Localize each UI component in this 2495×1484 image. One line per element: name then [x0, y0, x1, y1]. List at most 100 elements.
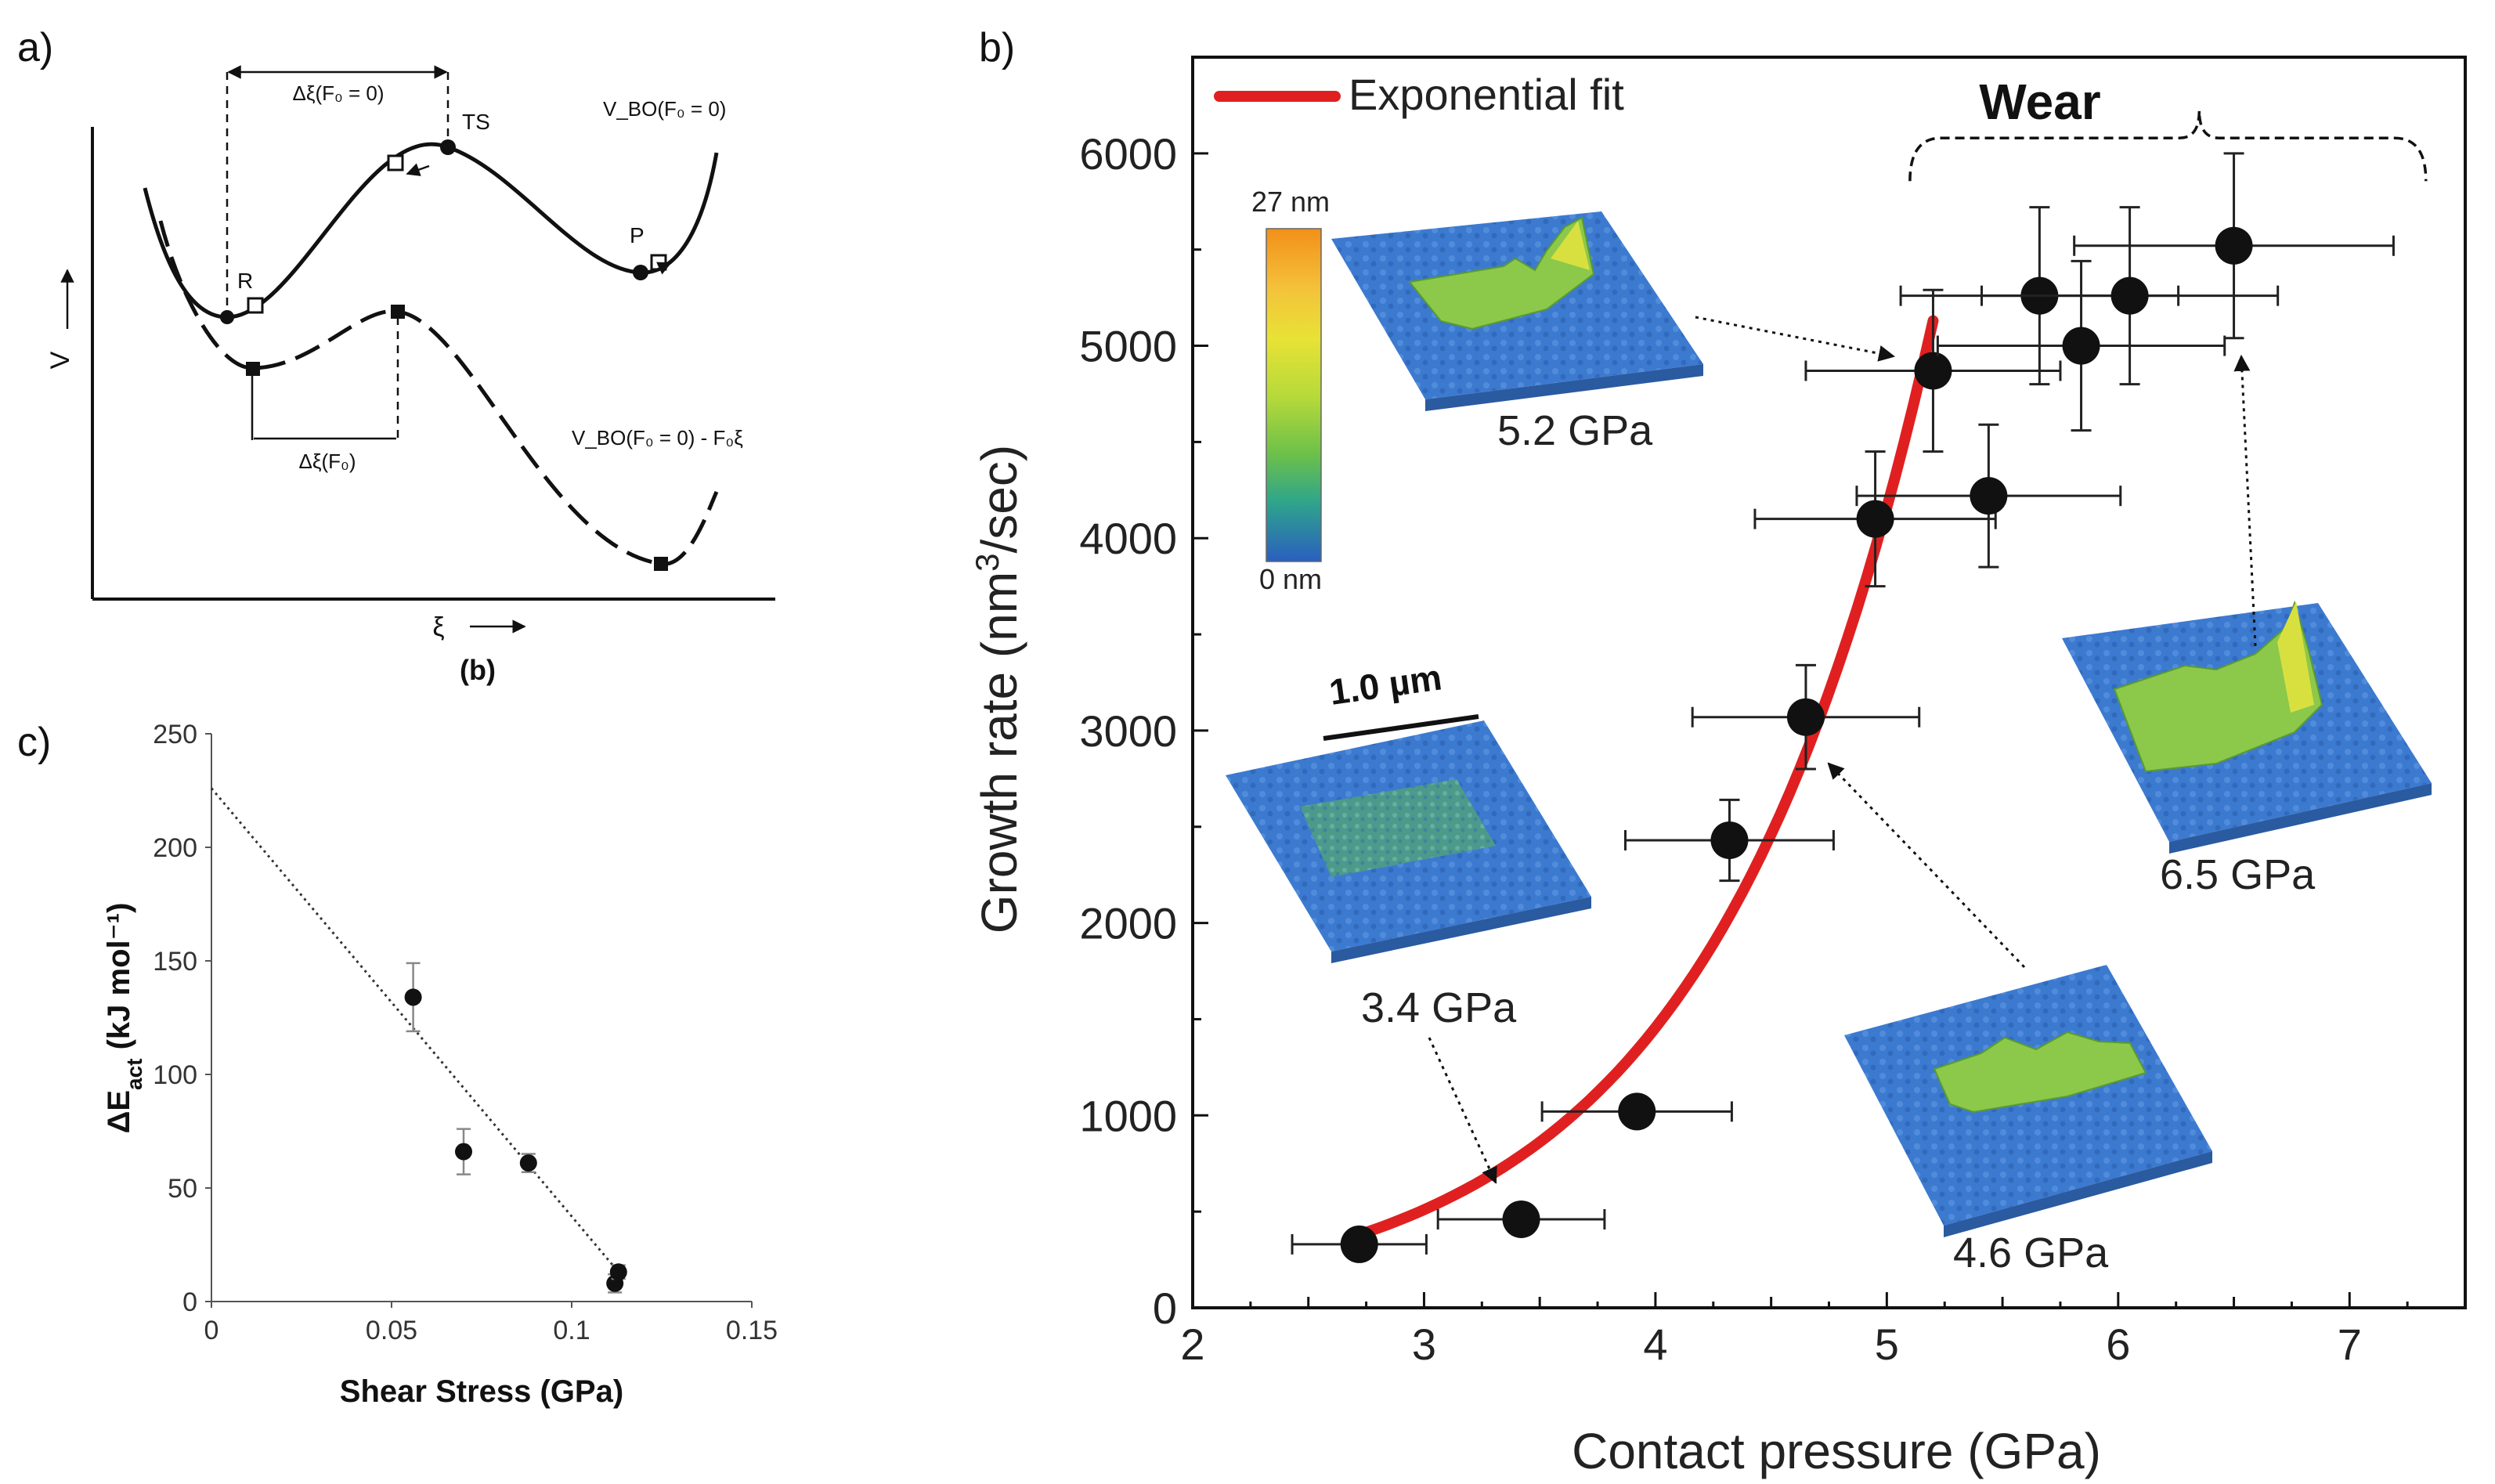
- delta-top-label: Δξ(F₀ = 0): [292, 81, 384, 105]
- point-r-label: R: [237, 269, 253, 293]
- panel-c-point: [609, 1263, 627, 1281]
- panel-c-y-label-sub: act: [122, 1059, 146, 1090]
- afm-3-4-feature: [1300, 779, 1496, 877]
- panel-c-y-ticks: 0 50 100 150 200 250: [153, 720, 211, 1317]
- point-ts-filled: [440, 139, 456, 155]
- delta-bottom-label: Δξ(F₀): [299, 450, 356, 473]
- scale-bar-label: 1.0 µm: [1327, 656, 1444, 713]
- panel-b-point: [1710, 821, 1749, 859]
- panel-b-x-ticks: 2 3 4 5 6 7: [1180, 1292, 2467, 1369]
- panel-b-point: [2215, 226, 2253, 265]
- point-p-label: P: [630, 223, 645, 247]
- colorbar-top-label: 27 nm: [1251, 186, 1330, 218]
- ts-shift-arrow: [406, 163, 430, 176]
- panel-b-point: [2062, 327, 2100, 365]
- panel-b-x-tick-label: 4: [1643, 1320, 1667, 1369]
- afm-6-5-peak: [2277, 601, 2314, 713]
- point-p-filled: [633, 265, 648, 280]
- afm-5-2-label: 5.2 GPa: [1497, 407, 1653, 454]
- panel-b-point: [1502, 1200, 1540, 1238]
- afm-inset-6-5: 6.5 GPa: [2062, 600, 2432, 898]
- panel-b-y-label-main: Growth rate (nm: [971, 572, 1027, 933]
- panel-b-point: [1914, 352, 1952, 390]
- panel-b-y-tick-label: 1000: [1079, 1091, 1177, 1140]
- panel-c: c) 0 50 100 150 200 250 0 0.05 0.1 0.15 Shear St…: [17, 720, 778, 1409]
- panel-b-x-label: Contact pressure (GPa): [1572, 1423, 2101, 1479]
- panel-c-y-tick-label: 150: [153, 947, 197, 977]
- afm-3-4-edge: [1331, 897, 1591, 963]
- panel-b-point: [1856, 500, 1894, 538]
- panel-a-x-label: ξ: [432, 612, 444, 642]
- point-r-biased: [246, 362, 260, 376]
- panel-b-point: [1618, 1092, 1656, 1131]
- panel-a-caption: (b): [460, 654, 496, 686]
- panel-c-y-tick-label: 250: [153, 720, 197, 749]
- legend-fit-label: Exponential fit: [1349, 70, 1624, 119]
- panel-b-y-tick-label: 6000: [1079, 129, 1177, 179]
- exponential-fit-line: [1353, 315, 1939, 1240]
- pointer-3-4: [1428, 1037, 1497, 1184]
- panel-c-y-label: ΔEact (kJ mol⁻¹): [102, 903, 146, 1134]
- point-ts-open: [387, 154, 404, 172]
- panel-c-x-tick-label: 0: [204, 1316, 219, 1345]
- panel-c-point: [455, 1143, 472, 1161]
- point-ts-label: TS: [462, 110, 490, 134]
- afm-5-2-peak: [1551, 221, 1590, 270]
- panel-b-point: [2110, 276, 2149, 315]
- panel-b-y-label: Growth rate (nm3/sec): [969, 445, 1028, 933]
- afm-inset-3-4: 1.0 µm 3.4 GPa: [1226, 656, 1591, 1031]
- panel-c-y-tick-label: 200: [153, 833, 197, 863]
- colorbar: [1266, 228, 1322, 562]
- afm-4-6-edge: [1944, 1151, 2212, 1237]
- panel-b-label: b): [979, 25, 1015, 70]
- wear-label: Wear: [1979, 74, 2100, 130]
- afm-5-2-edge: [1425, 364, 1703, 411]
- panel-a-label: a): [17, 25, 53, 70]
- p-shift-arrow: [649, 262, 672, 275]
- curve-bottom-label: V_BO(F₀ = 0) - F₀ξ: [572, 426, 743, 450]
- panel-c-label: c): [17, 720, 51, 765]
- panel-c-x-ticks: 0 0.05 0.1 0.15: [204, 1302, 778, 1345]
- afm-inset-5-2: 5.2 GPa: [1331, 211, 1703, 454]
- afm-6-5-label: 6.5 GPa: [2160, 851, 2316, 898]
- panel-b-y-tick-label: 4000: [1079, 514, 1177, 563]
- afm-3-4-label: 3.4 GPa: [1361, 984, 1517, 1031]
- panel-b-y-ticks: 0 1000 2000 3000 4000 5000 6000: [1079, 129, 1208, 1333]
- panel-b-point: [1340, 1225, 1378, 1263]
- panel-b-y-tick-label: 2000: [1079, 899, 1177, 948]
- point-r-open: [247, 297, 264, 314]
- point-ts-biased: [391, 305, 405, 319]
- panel-c-point: [519, 1154, 537, 1172]
- afm-inset-4-6: 4.6 GPa: [1844, 965, 2212, 1276]
- afm-4-6-feature: [1933, 1031, 2147, 1114]
- panel-c-y-label-rest: (kJ mol⁻¹): [102, 903, 136, 1059]
- panel-c-x-tick-label: 0.15: [726, 1316, 778, 1345]
- panel-b-y-tick-label: 0: [1153, 1284, 1177, 1333]
- pointer-5-2: [1695, 316, 1896, 362]
- panel-b-data: [1291, 152, 2395, 1263]
- point-p-biased: [654, 557, 668, 571]
- panel-b-y-label-sup: 3: [969, 553, 1006, 571]
- panel-b-x-tick-label: 2: [1180, 1320, 1204, 1369]
- panel-b-y-tick-label: 3000: [1079, 706, 1177, 756]
- panel-a: a) V ξ (b) R TS P Δξ(F₀ = 0): [17, 25, 775, 686]
- panel-b-y-label-rest: /sec): [971, 445, 1027, 554]
- colorbar-bottom-label: 0 nm: [1259, 563, 1322, 595]
- point-r-filled: [220, 310, 234, 324]
- panel-c-points: [404, 962, 627, 1294]
- panel-c-y-tick-label: 100: [153, 1060, 197, 1090]
- panel-c-x-label: Shear Stress (GPa): [340, 1374, 623, 1409]
- scale-bar: [1323, 714, 1479, 741]
- panel-a-y-label: V: [45, 351, 75, 369]
- panel-c-plot: 0 50 100 150 200 250 0 0.05 0.1 0.15: [153, 720, 778, 1345]
- panel-b-x-tick-label: 7: [2338, 1320, 2362, 1369]
- pointer-6-5: [2233, 354, 2257, 647]
- panel-c-y-tick-label: 0: [182, 1287, 197, 1317]
- panel-c-y-label-main: ΔE: [102, 1090, 136, 1133]
- curve-top-label: V_BO(F₀ = 0): [603, 97, 726, 121]
- afm-6-5-edge: [2169, 783, 2432, 854]
- panel-b-point: [1970, 477, 2008, 515]
- panel-b-x-tick-label: 6: [2106, 1320, 2130, 1369]
- panel-b-points: [1291, 152, 2395, 1263]
